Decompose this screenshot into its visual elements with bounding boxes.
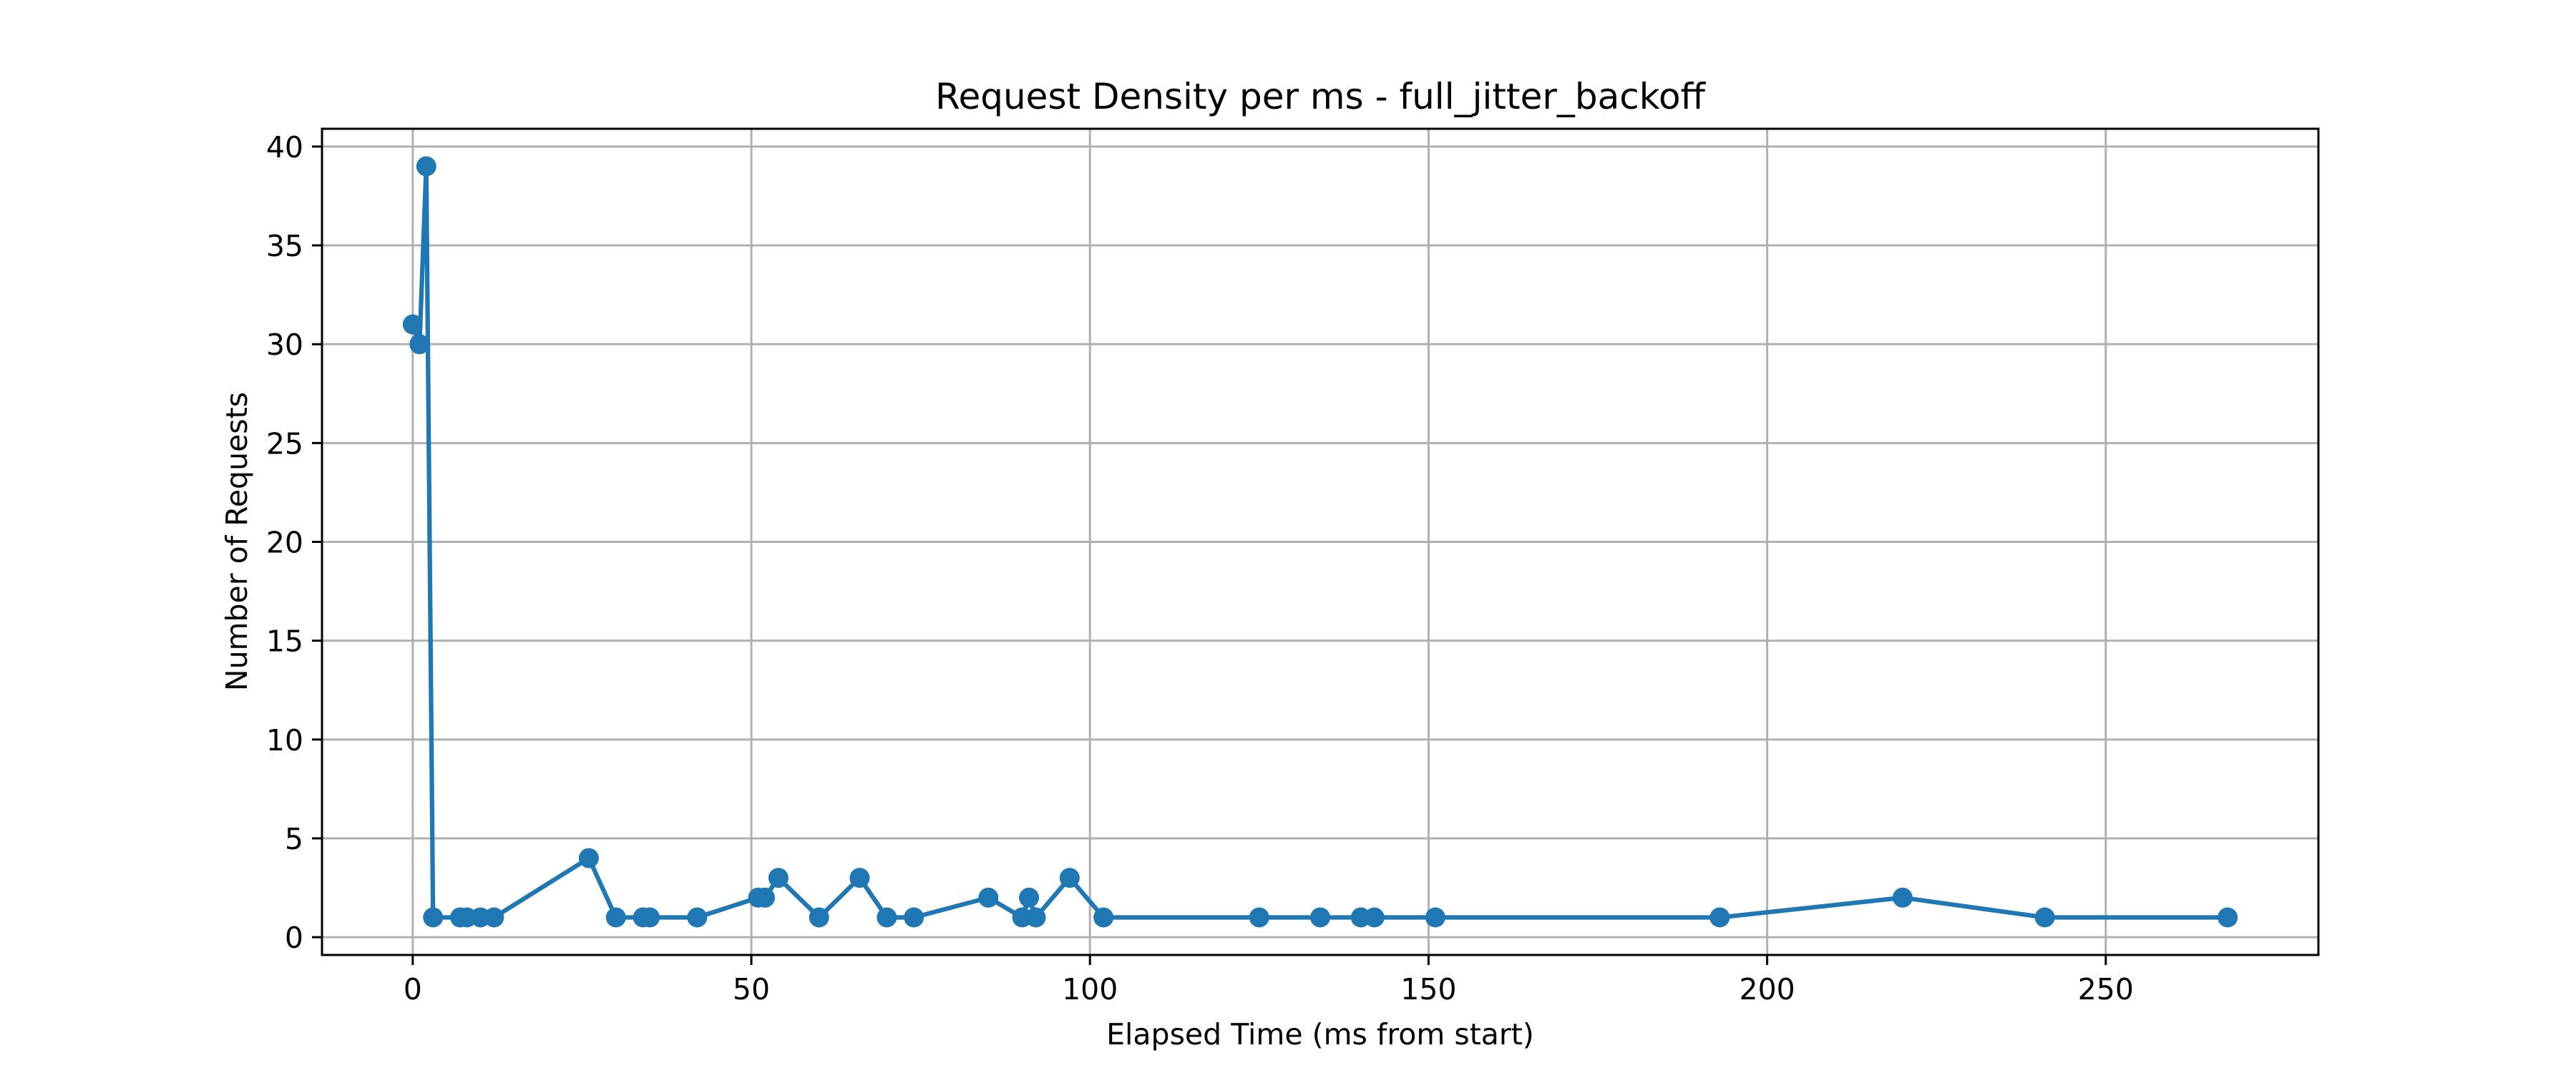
data-point-marker — [605, 907, 626, 928]
data-point-marker — [1025, 907, 1046, 928]
data-point-marker — [1892, 887, 1913, 908]
x-axis-ticks: 0 50 100 150 200 250 — [404, 955, 2134, 1006]
x-tick-label: 0 — [404, 972, 422, 1006]
data-point-marker — [1425, 907, 1445, 928]
x-tick-label: 50 — [733, 972, 770, 1006]
data-point-marker — [768, 868, 789, 888]
y-tick-label: 30 — [266, 328, 303, 362]
y-tick-label: 15 — [266, 624, 303, 659]
data-point-marker — [402, 314, 423, 335]
data-point-marker — [1310, 907, 1330, 928]
chart-title: Request Density per ms - full_jitter_bac… — [935, 76, 1707, 117]
y-tick-label: 40 — [266, 130, 303, 165]
data-point-marker — [2034, 907, 2055, 928]
grid-lines — [322, 129, 2318, 955]
data-point-marker — [484, 907, 504, 928]
data-point-marker — [1249, 907, 1269, 928]
y-tick-label: 25 — [266, 426, 303, 461]
y-axis-label: Number of Requests — [220, 392, 254, 691]
y-tick-label: 0 — [285, 921, 303, 955]
x-axis-label: Elapsed Time (ms from start) — [1106, 1017, 1534, 1052]
x-tick-label: 150 — [1400, 972, 1456, 1006]
data-point-marker — [849, 868, 870, 888]
y-tick-label: 10 — [266, 723, 303, 758]
data-point-marker — [1019, 887, 1040, 908]
data-point-marker — [1709, 907, 1730, 928]
data-point-marker — [409, 334, 430, 355]
data-point-marker — [1364, 907, 1385, 928]
data-point-marker — [2218, 907, 2238, 928]
data-point-marker — [978, 887, 999, 908]
data-point-marker — [1059, 868, 1080, 888]
data-point-marker — [1093, 907, 1114, 928]
data-point-marker — [809, 907, 829, 928]
y-tick-label: 5 — [285, 822, 303, 856]
x-tick-label: 250 — [2078, 972, 2134, 1006]
data-point-marker — [904, 907, 924, 928]
data-point-marker — [423, 907, 444, 928]
data-point-marker — [640, 907, 660, 928]
y-tick-label: 35 — [266, 229, 303, 263]
x-tick-label: 200 — [1739, 972, 1795, 1006]
data-point-marker — [416, 156, 436, 177]
x-tick-label: 100 — [1062, 972, 1118, 1006]
y-axis-ticks: 0 5 10 15 20 25 30 35 40 — [266, 130, 322, 955]
y-tick-label: 20 — [266, 526, 303, 560]
data-point-marker — [877, 907, 897, 928]
data-point-marker — [578, 848, 599, 868]
data-point-marker — [754, 887, 775, 908]
data-point-marker — [687, 907, 708, 928]
plot-area — [402, 156, 2238, 928]
